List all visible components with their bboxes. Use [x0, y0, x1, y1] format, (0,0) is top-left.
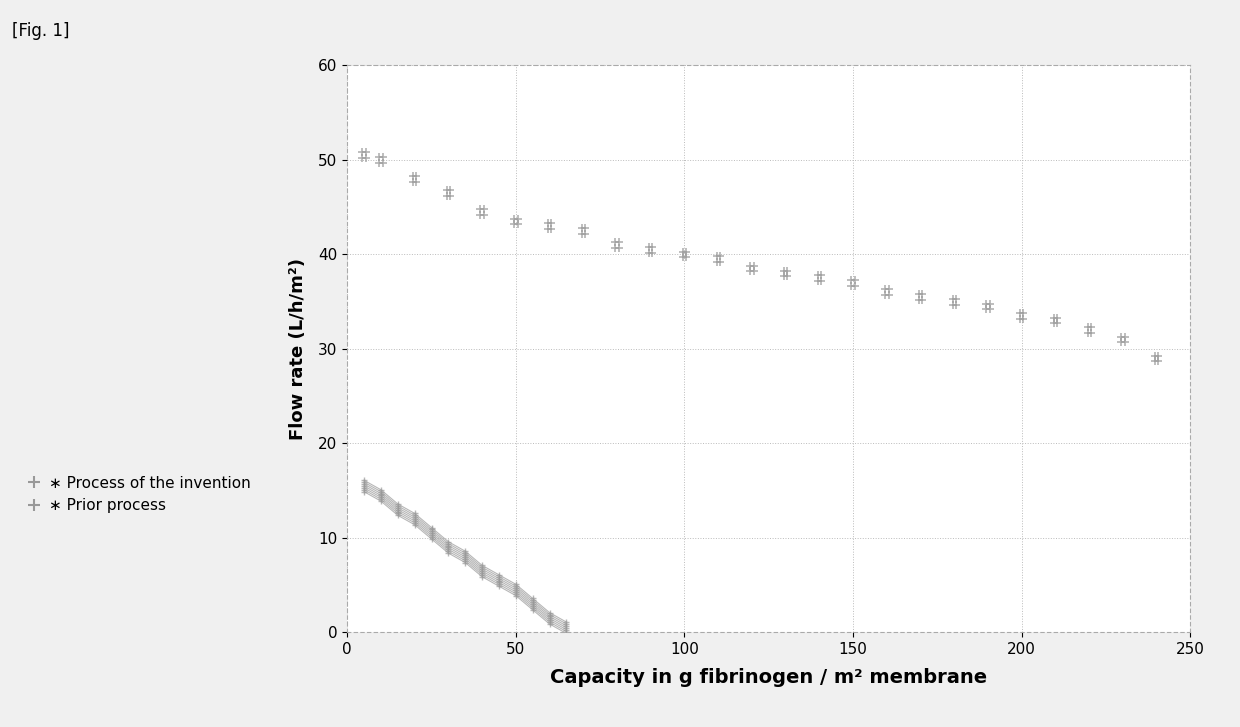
Text: [Fig. 1]: [Fig. 1]	[12, 22, 69, 40]
Y-axis label: Flow rate (L/h/m²): Flow rate (L/h/m²)	[289, 258, 308, 440]
X-axis label: Capacity in g fibrinogen / m² membrane: Capacity in g fibrinogen / m² membrane	[551, 668, 987, 687]
Legend: ∗ Process of the invention, ∗ Prior process: ∗ Process of the invention, ∗ Prior proc…	[20, 470, 257, 519]
